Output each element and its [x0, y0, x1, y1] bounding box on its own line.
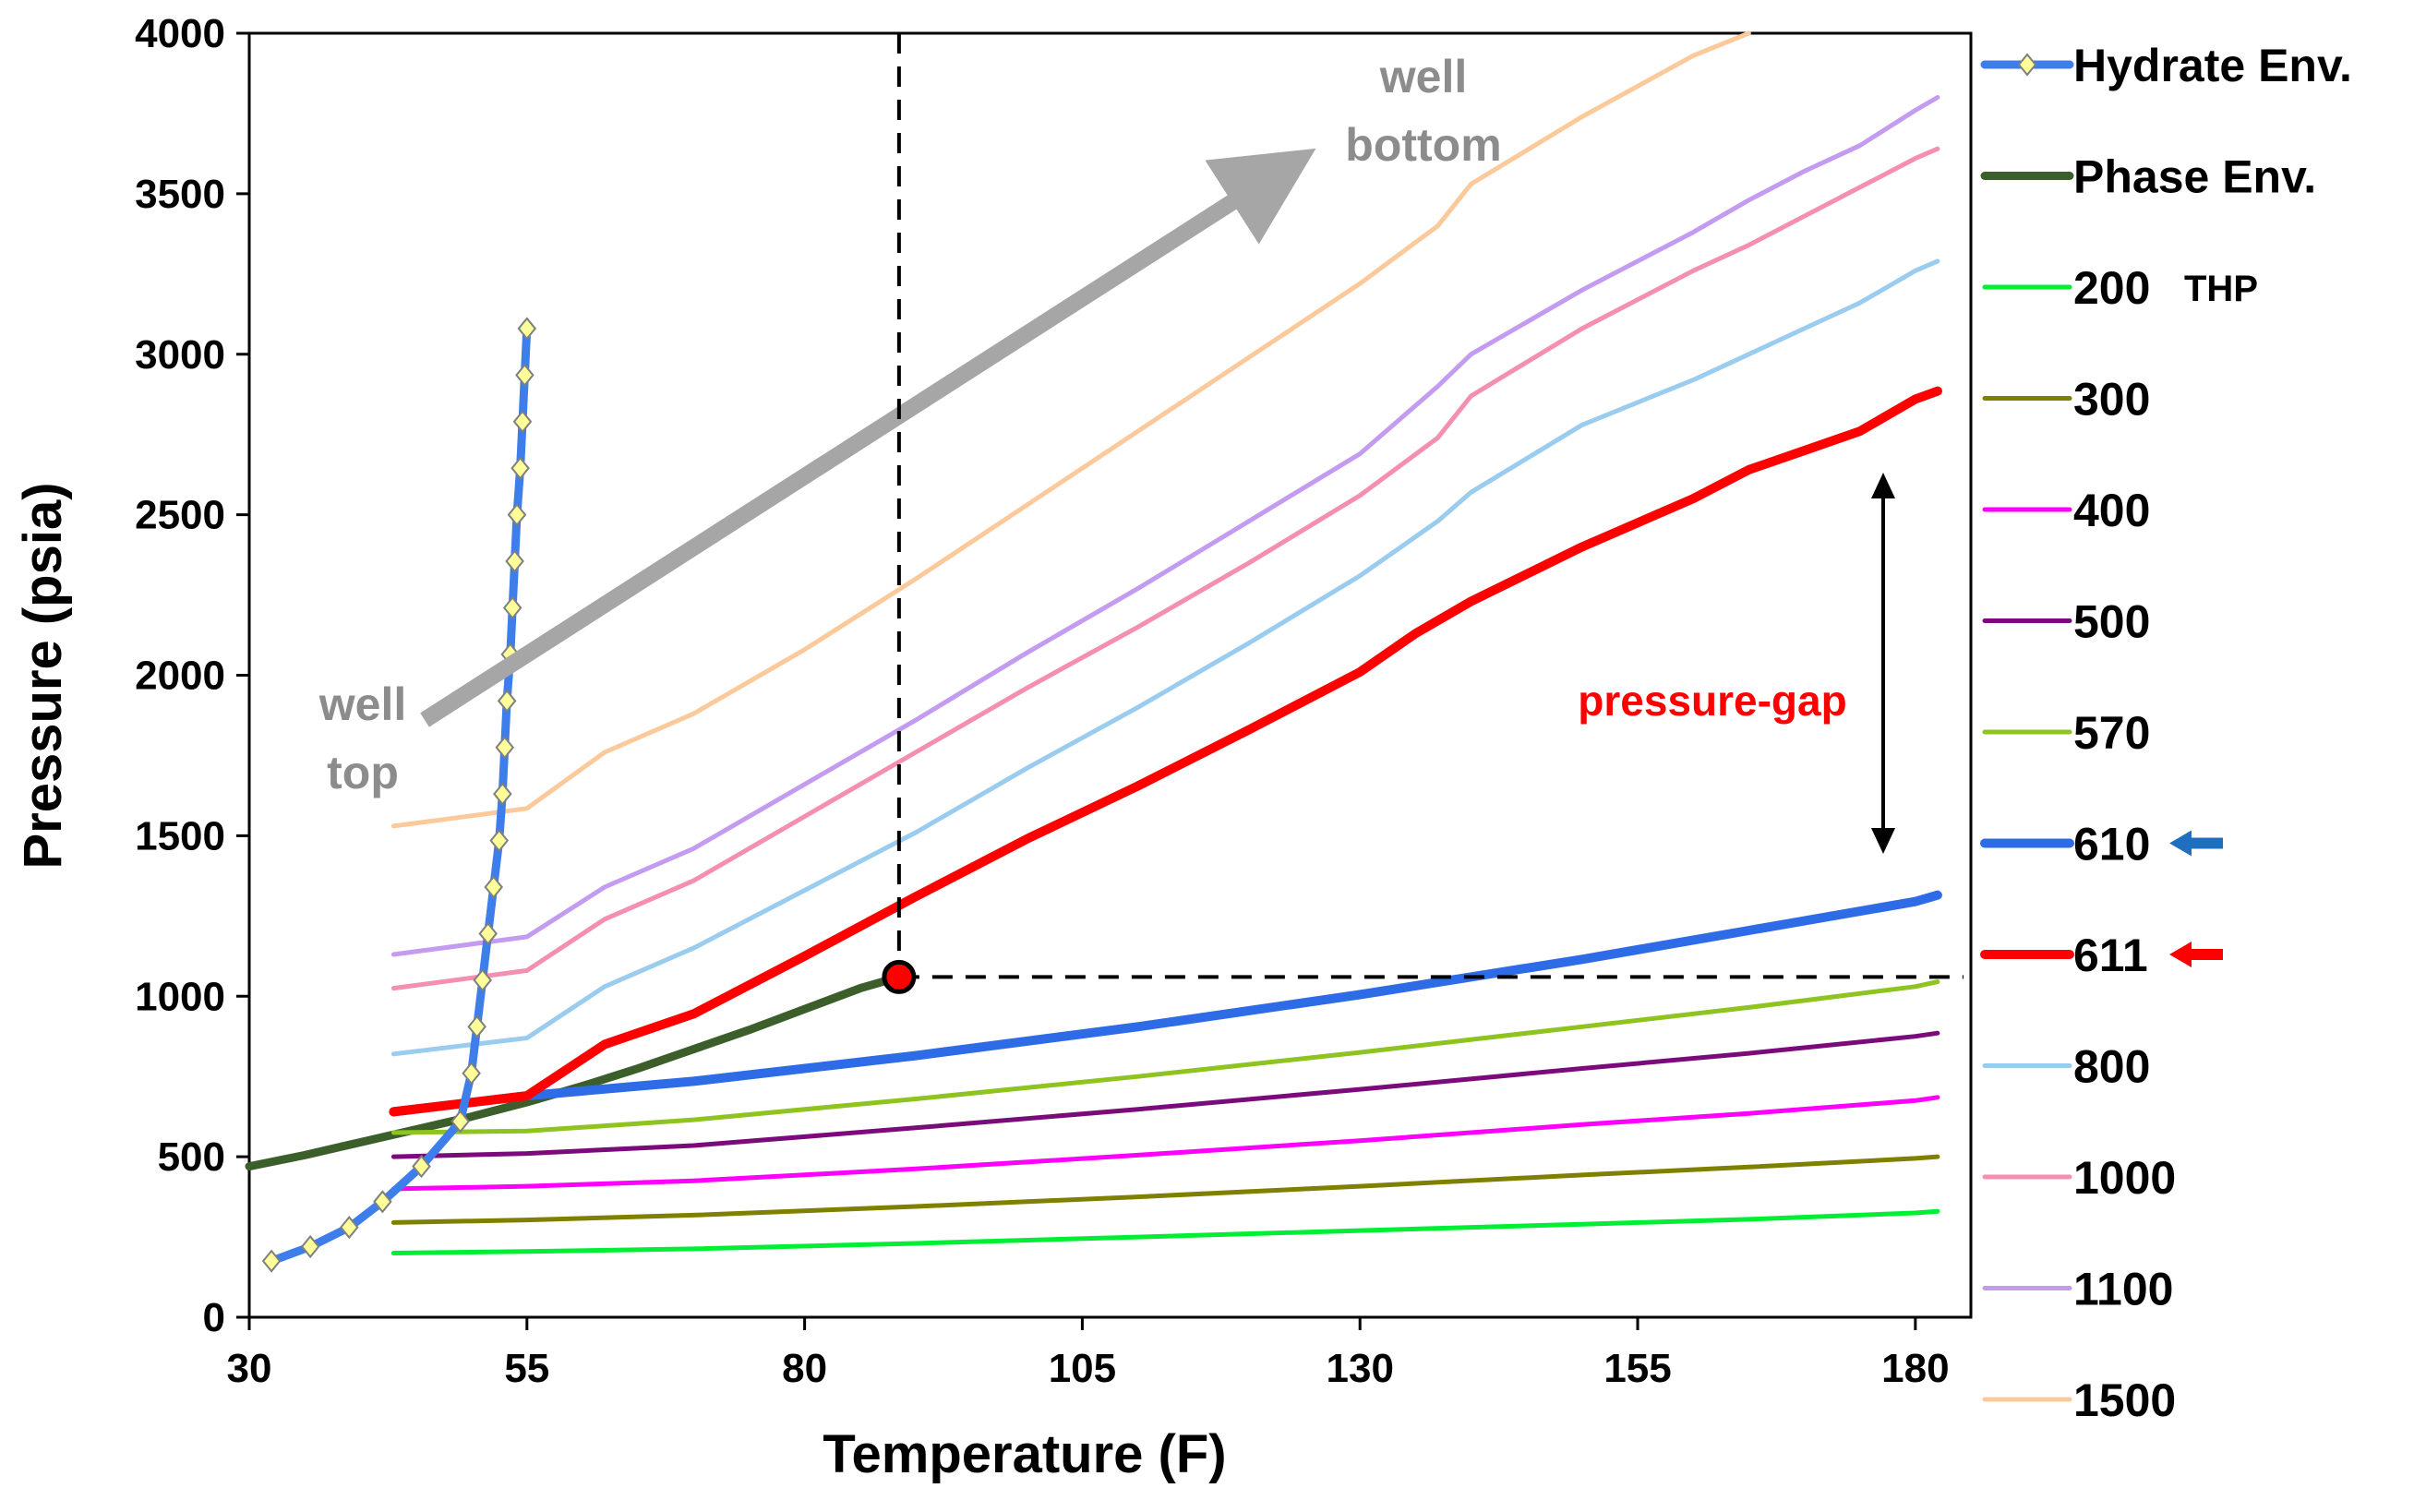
series-line-400 — [390, 1095, 1940, 1192]
legend-item-500: 500 — [1982, 596, 2150, 648]
svg-text:Hydrate Env.: Hydrate Env. — [2073, 40, 2352, 91]
series-line-610 — [389, 890, 1942, 1117]
x-tick-label: 180 — [1881, 1346, 1949, 1391]
legend: Hydrate Env. Phase Env. 200 THP 300 400 500 570… — [1980, 40, 2352, 1426]
series-line-611 — [389, 386, 1942, 1117]
x-axis-title: Temperature (F) — [823, 1424, 1226, 1484]
x-tick-label: 155 — [1603, 1346, 1671, 1391]
legend-item-300: 300 — [1982, 374, 2150, 426]
series-line-500 — [390, 1030, 1940, 1159]
hydrate-point — [478, 921, 498, 946]
hydrate-point — [502, 595, 522, 620]
x-axis: 30 55 80 105 130 155 180 — [227, 1317, 1950, 1391]
series-layer — [245, 30, 1942, 1273]
svg-text:1000: 1000 — [2073, 1152, 2176, 1204]
svg-text:200: 200 — [2073, 262, 2150, 314]
hydrate-point — [339, 1216, 359, 1240]
hydrate-point — [510, 456, 530, 480]
legend-item-611: 611 — [1980, 930, 2223, 981]
svg-text:400: 400 — [2073, 485, 2150, 536]
hydrate-point — [261, 1249, 282, 1273]
hydrate-point — [412, 1154, 431, 1179]
well-bottom-label: well bottom — [1345, 51, 1501, 171]
y-tick-label: 1000 — [135, 974, 225, 1019]
series-line-800 — [390, 258, 1940, 1057]
hydrate-point — [450, 1110, 470, 1134]
legend-item-610: 610 — [1980, 819, 2223, 870]
x-tick-label: 130 — [1327, 1346, 1394, 1391]
series-line-1100 — [390, 95, 1940, 957]
hydrate-point — [467, 1014, 486, 1038]
y-axis-title: Pressure (psia) — [13, 482, 73, 869]
x-tick-label: 105 — [1049, 1346, 1116, 1391]
legend-item-800: 800 — [1982, 1041, 2150, 1093]
y-tick-label: 2000 — [135, 654, 225, 699]
hydrate-point — [497, 689, 517, 713]
y-tick-label: 4000 — [135, 11, 225, 56]
legend-item-phase-env-: Phase Env. — [1980, 151, 2316, 203]
series-line-200 — [390, 1208, 1940, 1255]
legend-item-1000: 1000 — [1982, 1152, 2176, 1204]
well-top-label: well top — [318, 678, 406, 798]
legend-item-570: 570 — [1982, 707, 2150, 759]
legend-item-1500: 1500 — [1982, 1374, 2176, 1426]
highlight-arrow-icon — [2169, 942, 2223, 967]
y-tick-label: 0 — [203, 1295, 225, 1340]
series-line-1000 — [390, 146, 1940, 991]
hydrate-point — [462, 1062, 481, 1086]
hydrate-point — [493, 782, 512, 806]
hydrate-point — [505, 549, 524, 573]
series-line-300 — [390, 1154, 1940, 1225]
x-tick-label: 55 — [504, 1346, 549, 1391]
series-line-570 — [390, 979, 1940, 1135]
svg-text:611: 611 — [2073, 930, 2148, 981]
svg-text:610: 610 — [2073, 819, 2150, 870]
svg-text:800: 800 — [2073, 1041, 2150, 1093]
svg-text:1100: 1100 — [2073, 1264, 2173, 1315]
y-tick-label: 3000 — [135, 332, 225, 378]
svg-text:300: 300 — [2073, 374, 2150, 426]
svg-text:570: 570 — [2073, 707, 2150, 759]
legend-item-200: 200 THP — [1982, 262, 2258, 314]
y-tick-label: 3500 — [135, 172, 225, 217]
series-line-hydrate-env- — [267, 324, 532, 1266]
hydrate-point — [473, 968, 492, 992]
svg-text:500: 500 — [2073, 596, 2150, 648]
pressure-gap-arrow — [1871, 473, 1895, 854]
x-tick-label: 80 — [782, 1346, 827, 1391]
y-tick-label: 500 — [158, 1134, 225, 1180]
phase-env-endpoint — [882, 959, 917, 994]
thp-label: THP — [2184, 269, 2258, 309]
hydrate-point — [512, 410, 533, 434]
series-line-phase-env- — [245, 972, 904, 1171]
series-line-1500 — [390, 30, 1751, 829]
hydrate-point — [373, 1190, 392, 1214]
legend-item-hydrate-env-: Hydrate Env. — [1980, 40, 2352, 91]
legend-item-1100: 1100 — [1982, 1264, 2173, 1315]
svg-text:Phase Env.: Phase Env. — [2073, 151, 2316, 203]
hydrate-point — [484, 875, 504, 899]
y-tick-label: 1500 — [135, 813, 225, 858]
hydrate-point — [300, 1234, 320, 1259]
pressure-gap-label: pressure-gap — [1578, 677, 1846, 725]
svg-text:1500: 1500 — [2073, 1374, 2176, 1426]
y-tick-label: 2500 — [135, 493, 225, 538]
hydrate-point — [495, 736, 515, 760]
x-tick-label: 30 — [227, 1346, 272, 1391]
legend-item-400: 400 — [1982, 485, 2150, 536]
hydrate-point — [515, 363, 534, 387]
hydrate-point — [489, 829, 510, 853]
highlight-arrow-icon — [2169, 830, 2223, 857]
hydrate-point — [517, 317, 537, 341]
hydrate-point — [507, 503, 527, 527]
annotation-layer: well top well bottom pressure-gap — [318, 33, 1964, 994]
well-direction-arrow — [420, 148, 1316, 727]
y-axis: 0 500 1000 1500 2000 2500 3000 3500 4000 — [135, 11, 249, 1340]
